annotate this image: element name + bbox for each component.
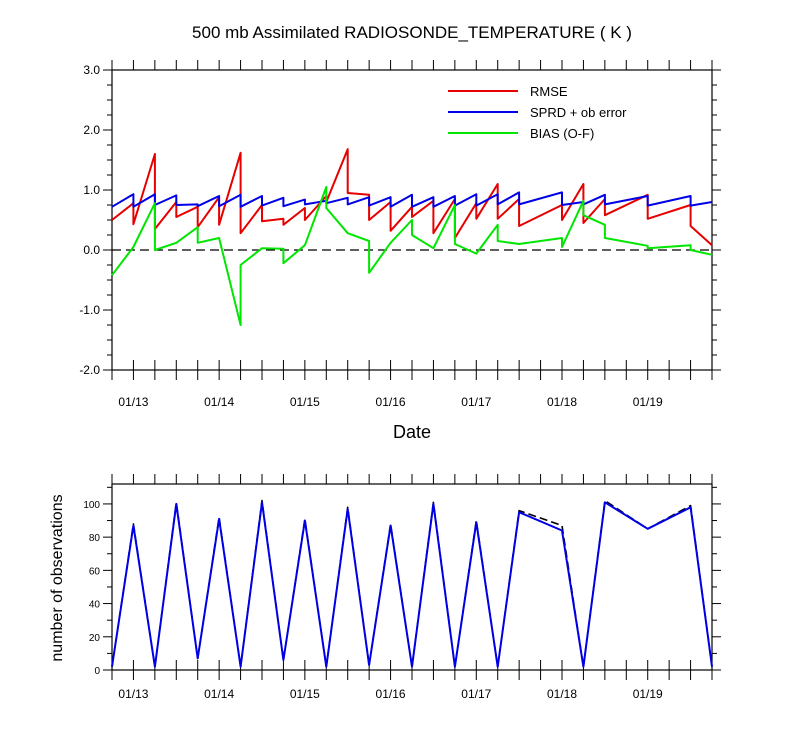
top-y-tick-label: -1.0 [79, 303, 100, 317]
top-y-tick-label: 1.0 [83, 183, 100, 197]
y-axis-label-observations: number of observations [49, 494, 66, 661]
top-series-sprd-ob-error [111, 191, 713, 208]
legend: RMSE SPRD + ob error BIAS (O-F) [448, 84, 627, 141]
legend-label-1: SPRD + ob error [530, 105, 627, 120]
top-x-tick-label: 01/16 [376, 395, 406, 409]
top-x-tick-label: 01/13 [118, 395, 148, 409]
bottom-plot-area: 01/13 01/14 01/15 01/16 01/17 01/18 01/19 0 20 40… [83, 474, 721, 701]
bottom-x-tick-label: 01/17 [461, 687, 491, 701]
bottom-x-tick-label: 01/13 [118, 687, 148, 701]
top-x-tick-label: 01/17 [461, 395, 491, 409]
top-series-rmse [111, 148, 713, 246]
top-x-tick-label: 01/19 [633, 395, 663, 409]
top-plot-area: 01/13 01/14 01/15 01/16 01/17 01/18 01/19 -2.0 -… [79, 60, 721, 409]
bottom-x-tick-label: 01/14 [204, 687, 234, 701]
top-y-tick-label: 2.0 [83, 123, 100, 137]
top-x-tick-label: 01/15 [290, 395, 320, 409]
top-x-tick-label: 01/14 [204, 395, 234, 409]
bottom-x-tick-label: 01/18 [547, 687, 577, 701]
bottom-series-assimilated [111, 501, 713, 668]
bottom-y-tick-label: 20 [89, 633, 101, 644]
top-x-tick-label: 01/18 [547, 395, 577, 409]
bottom-y-tick-label: 100 [83, 500, 100, 511]
bottom-y-tick-label: 80 [89, 533, 101, 544]
bottom-series-possible [111, 499, 713, 668]
bottom-y-tick-label: 40 [89, 600, 101, 611]
chart-title: 500 mb Assimilated RADIOSONDE_TEMPERATUR… [192, 23, 632, 42]
bottom-y-tick-label: 0 [94, 666, 100, 677]
bottom-x-tick-label: 01/16 [376, 687, 406, 701]
x-axis-label: Date [393, 422, 431, 442]
legend-label-2: BIAS (O-F) [530, 126, 594, 141]
top-y-tick-label: -2.0 [79, 363, 100, 377]
bottom-y-tick-label: 60 [89, 566, 101, 577]
bottom-x-tick-label: 01/15 [290, 687, 320, 701]
legend-label-0: RMSE [530, 84, 568, 99]
top-series-bias-o-f [111, 186, 713, 326]
bottom-x-tick-label: 01/19 [633, 687, 663, 701]
top-y-tick-label: 0.0 [83, 243, 100, 257]
top-y-tick-label: 3.0 [83, 63, 100, 77]
